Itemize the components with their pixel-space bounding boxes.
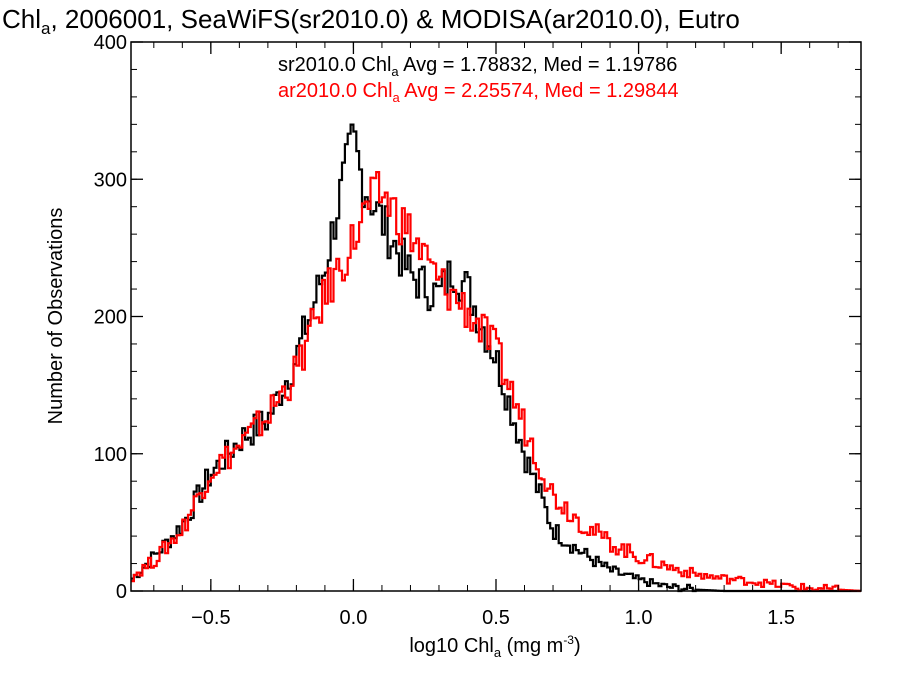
- y-tick-label: 200: [94, 307, 127, 329]
- series-line-0: [131, 123, 861, 593]
- chart-title: Chla, 2006001, SeaWiFS(sr2010.0) & MODIS…: [2, 4, 740, 38]
- x-tick-label: −0.5: [191, 607, 230, 629]
- series-line-1: [131, 171, 861, 592]
- y-tick-label: 300: [94, 169, 127, 191]
- y-tick-label: 400: [94, 32, 127, 54]
- y-tick-label: 0: [116, 581, 127, 603]
- series-layer: [131, 123, 861, 593]
- x-axis-title: log10 Chla (mg m-3): [409, 633, 580, 660]
- legend-entry-ar2010: ar2010.0 Chla Avg = 2.25574, Med = 1.298…: [278, 80, 679, 105]
- x-tick-label: 0.0: [340, 607, 368, 629]
- plot-frame: [130, 41, 862, 592]
- x-tick-label: 1.0: [625, 607, 653, 629]
- x-tick-label: 1.5: [767, 607, 795, 629]
- y-tick-label: 100: [94, 444, 127, 466]
- x-tick-label: 0.5: [482, 607, 510, 629]
- axes-layer: −0.5 0.0 0.5 1.0 1.5 0 100 200 300 400: [94, 32, 862, 629]
- y-axis-title: Number of Observations: [45, 208, 67, 425]
- legend-entry-sr2010: sr2010.0 Chla Avg = 1.78832, Med = 1.197…: [278, 54, 677, 79]
